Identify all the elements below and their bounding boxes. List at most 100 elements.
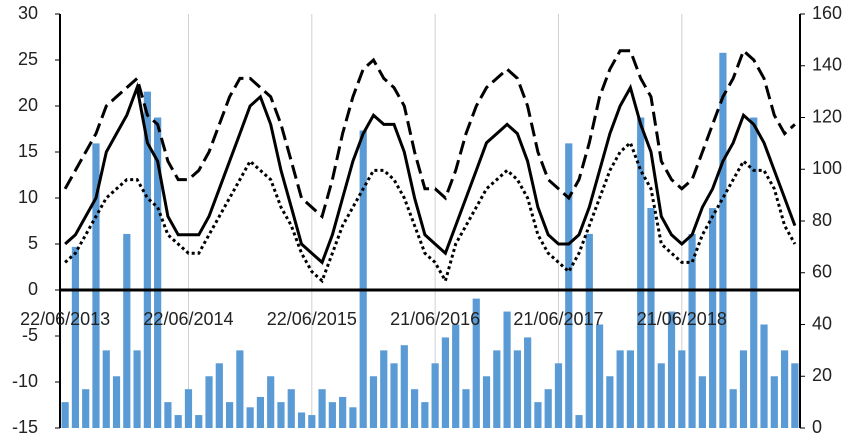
y-tick-label: 0 [28,279,38,299]
line-dotted [64,140,797,285]
bar [729,389,737,428]
bar [308,415,316,428]
bar [770,376,778,428]
y2-tick-label: 140 [812,55,842,75]
bar [92,143,100,428]
x-tick-label: 21/06/2016 [390,309,480,329]
bar [534,402,542,428]
x-tick-label: 21/06/2018 [637,309,727,329]
y-tick-label: 10 [18,187,38,207]
y2-tick-label: 20 [812,365,832,385]
y2-tick-label: 80 [812,210,832,230]
bar [750,117,758,428]
bar [462,389,470,428]
bar [287,389,295,428]
y2-tick-label: 100 [812,158,842,178]
bar [585,233,593,428]
y-tick-label: 25 [18,49,38,69]
bar [678,350,686,428]
bar [61,402,69,428]
bar [236,350,244,428]
y-tick-label: -15 [12,417,38,437]
bar [256,396,265,428]
bar [123,233,131,428]
bar [493,350,501,428]
bar [503,311,511,428]
bar [133,350,141,428]
bar [441,337,450,428]
bar [575,415,583,428]
bar [606,376,614,428]
bar [82,389,90,428]
bar [225,402,234,428]
bar [760,324,768,428]
bar [544,389,552,428]
bar [267,376,275,428]
y2-tick-label: 120 [812,106,842,126]
bar [616,350,624,428]
bar [410,389,419,428]
bar [359,130,367,428]
y2-tick-label: 0 [812,417,822,437]
bar [143,91,151,428]
bar [349,407,357,428]
bar [390,363,398,428]
bar [524,337,532,428]
bar [667,311,676,428]
bar [482,376,491,428]
bar [112,376,121,428]
bar [328,402,336,428]
bar [791,363,799,428]
x-tick-label: 21/06/2017 [513,309,603,329]
bar [380,350,388,428]
bar [215,363,223,428]
bar [195,415,203,428]
bar [595,324,604,428]
bar [339,396,347,428]
y-tick-label: 5 [28,233,38,253]
y-tick-label: -5 [22,325,38,345]
bar [709,208,717,428]
bar [688,233,696,428]
bar [513,350,521,428]
bar [719,52,727,428]
bar [102,350,110,428]
y2-tick-label: 60 [812,262,832,282]
bar [174,415,182,428]
bar [472,298,480,428]
bar [205,376,213,428]
bar [369,376,378,428]
x-tick-label: 22/06/2013 [20,309,110,329]
bar [637,117,645,428]
bar [184,389,193,428]
y-tick-label: -10 [12,371,38,391]
x-tick-label: 22/06/2014 [143,309,233,329]
y2-tick-label: 160 [812,3,842,23]
bar [554,363,563,428]
bar [400,345,408,428]
bar [431,363,439,428]
bar [154,117,162,428]
bar [452,324,460,428]
bar [626,350,635,428]
y-tick-label: 15 [18,141,38,161]
line-solid [64,82,797,265]
x-tick-label: 22/06/2015 [267,309,357,329]
bar [318,389,326,428]
bar [647,208,655,428]
y-tick-label: 30 [18,3,38,23]
bar [739,350,748,428]
bar [297,412,306,428]
bar [421,402,429,428]
bar [71,246,80,428]
bar [657,363,665,428]
bar [164,402,172,428]
bar [780,350,789,428]
bar [698,376,706,428]
y-tick-label: 20 [18,95,38,115]
bar [246,407,254,428]
line-dashed [63,48,796,220]
bar [565,143,573,428]
y2-tick-label: 40 [812,313,832,333]
